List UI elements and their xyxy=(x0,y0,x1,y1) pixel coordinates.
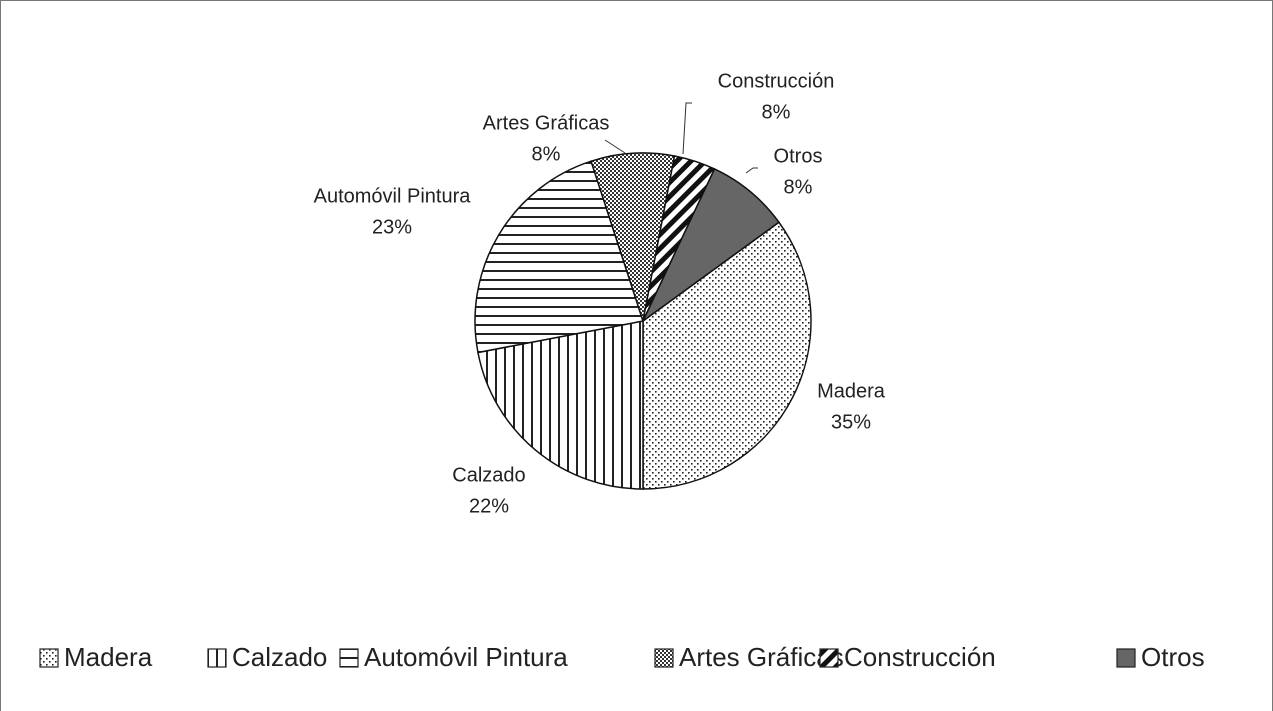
slice-label: Construcción xyxy=(718,70,835,92)
slice-label: Automóvil Pintura xyxy=(314,185,472,207)
legend-label: Construcción xyxy=(844,642,996,672)
legend-swatch xyxy=(339,648,359,668)
pie-slice xyxy=(477,320,644,490)
slice-label: Artes Gráficas xyxy=(483,112,610,134)
legend-swatch xyxy=(207,648,227,668)
slice-value-label: 23% xyxy=(372,216,412,238)
slice-label: Calzado xyxy=(452,464,525,486)
legend-swatch xyxy=(654,648,674,668)
pie-slice xyxy=(474,160,644,354)
slice-value-label: 8% xyxy=(762,101,791,123)
leader-line xyxy=(604,139,626,154)
slice-label: Otros xyxy=(774,145,823,167)
legend-swatch xyxy=(819,648,839,668)
leader-line xyxy=(682,102,692,155)
slice-value-label: 8% xyxy=(784,176,813,198)
slice-value-label: 8% xyxy=(532,143,561,165)
slice-label: Madera xyxy=(817,380,886,402)
legend-label: Automóvil Pintura xyxy=(364,642,568,672)
legend-swatch xyxy=(39,648,59,668)
leader-line xyxy=(745,167,758,174)
legend-label: Otros xyxy=(1141,642,1205,672)
slice-value-label: 35% xyxy=(831,411,871,433)
legend-label: Artes Gráficas xyxy=(679,642,844,672)
pie-slice xyxy=(642,221,812,490)
pie-slice xyxy=(642,167,780,322)
legend-label: Calzado xyxy=(232,642,327,672)
legend-swatch xyxy=(1116,648,1136,668)
slice-value-label: 22% xyxy=(469,495,509,517)
legend-label: Madera xyxy=(64,642,153,672)
